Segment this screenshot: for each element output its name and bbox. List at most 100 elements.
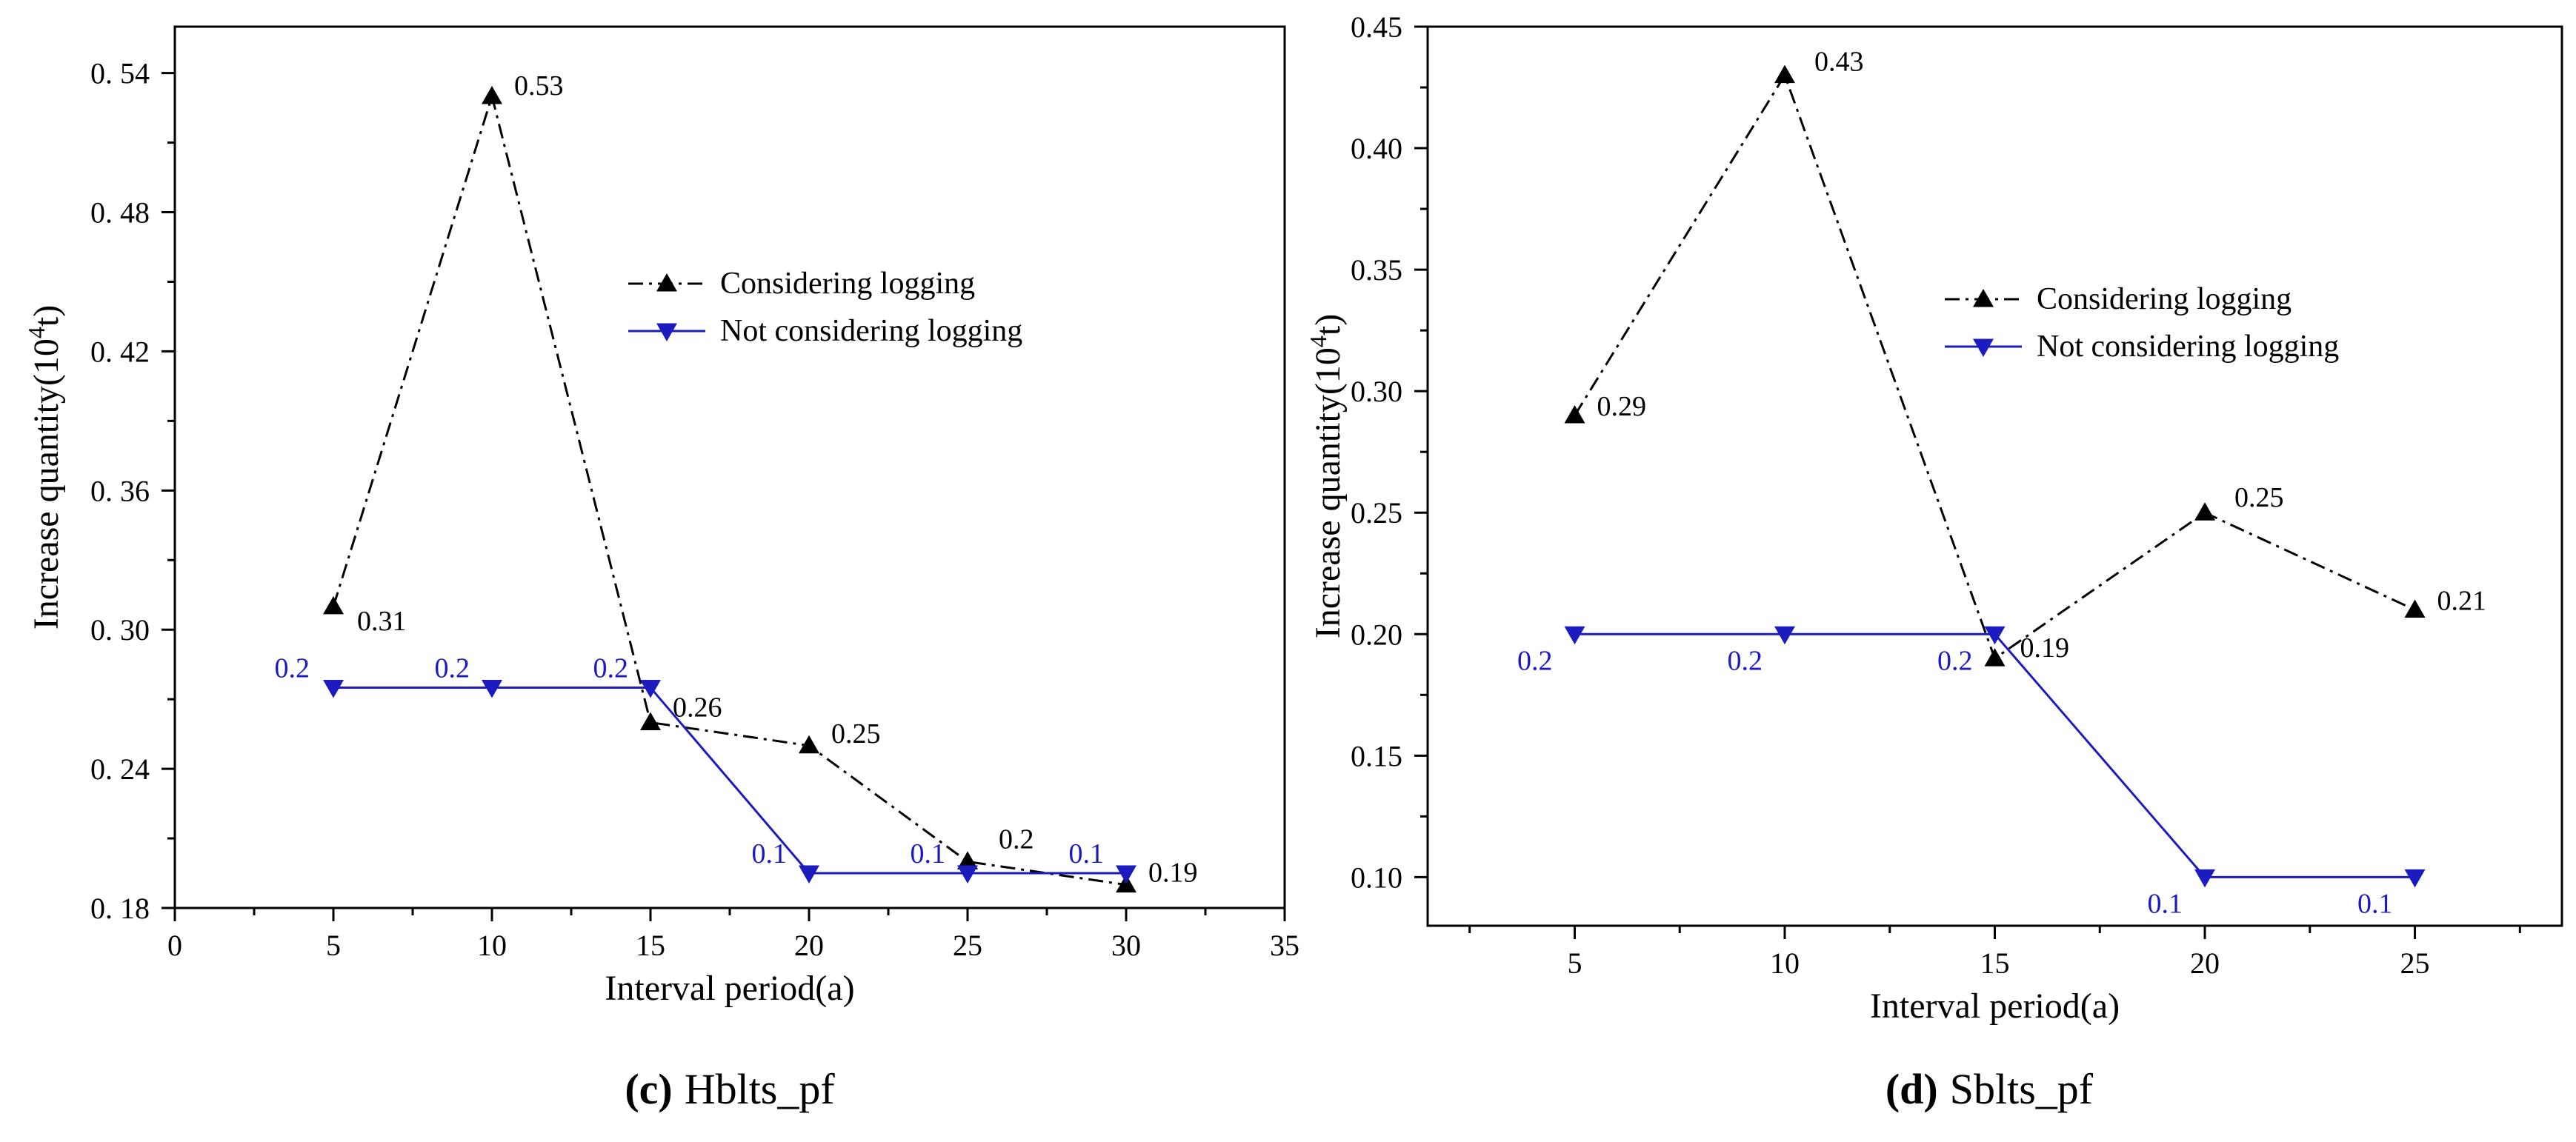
y-tick-label: 0.20: [1351, 618, 1402, 651]
series-line-not-considering-logging: [333, 687, 1126, 875]
series-line-considering-logging: [332, 92, 1127, 886]
data-label: 0.2: [593, 653, 629, 684]
x-tick-label: 20: [2190, 946, 2220, 980]
x-axis-title: Interval period(a): [1870, 986, 2120, 1026]
x-tick-label: 35: [1270, 929, 1299, 962]
data-label: 0.1: [2148, 888, 2183, 919]
x-tick-label: 25: [953, 929, 982, 962]
x-tick-label: 25: [2400, 946, 2430, 980]
data-point-marker: [1116, 865, 1136, 884]
y-tick-label: 0.35: [1351, 253, 1402, 287]
x-axis-title: Interval period(a): [605, 969, 854, 1008]
y-tick-label: 0.25: [1351, 496, 1402, 530]
x-tick-label: 20: [794, 929, 824, 962]
plot-frame: [1426, 25, 2563, 927]
data-label: 0.2: [999, 824, 1034, 855]
caption-name: Sblts_pf: [1950, 1065, 2094, 1113]
y-tick-label: 0.15: [1351, 739, 1402, 772]
data-label: 0.1: [2357, 888, 2393, 919]
y-tick-label: 0. 18: [90, 892, 150, 925]
data-point-marker: [2194, 869, 2216, 888]
y-tick-label: 0.40: [1351, 132, 1402, 165]
y-axis-title-main: Increase quantity(10: [27, 338, 66, 630]
x-tick-label: 5: [1567, 946, 1582, 980]
chart-caption: (d) Sblts_pf: [1886, 1065, 2094, 1113]
y-axis-title-end: t): [27, 305, 66, 327]
data-point-marker: [799, 735, 819, 754]
data-label: 0.2: [275, 653, 310, 684]
y-axis-title-main: Increase quantity(10: [1308, 347, 1348, 638]
data-point-marker: [482, 680, 502, 698]
data-point-marker: [1564, 404, 1585, 424]
caption-name: Hblts_pf: [685, 1065, 836, 1113]
legend-marker: [1973, 289, 1994, 307]
data-label: 0.2: [435, 653, 470, 684]
data-label: 0.25: [2234, 482, 2284, 513]
legend-label: Not considering logging: [2037, 330, 2339, 364]
data-label: 0.1: [911, 838, 946, 869]
data-point-marker: [957, 865, 978, 884]
legend-marker: [1973, 338, 1994, 357]
data-label: 0.25: [831, 718, 881, 749]
data-label: 0.43: [1814, 47, 1864, 78]
data-point-marker: [1564, 626, 1585, 645]
plot-frame: [173, 25, 1286, 909]
data-label: 0.19: [2020, 632, 2070, 664]
data-point-marker: [640, 680, 661, 698]
data-label: 0.1: [1069, 838, 1105, 869]
data-label: 0.53: [514, 70, 564, 101]
legend-label: Considering logging: [720, 267, 975, 301]
data-point-marker: [1774, 64, 1795, 84]
legend-label: Not considering logging: [720, 314, 1022, 348]
y-tick-label: 0. 30: [90, 613, 150, 647]
y-tick-label: 0.45: [1351, 10, 1402, 44]
data-point-marker: [799, 865, 819, 884]
series-line-considering-logging: [1574, 73, 2416, 661]
caption-letter: (c): [625, 1065, 672, 1113]
data-label: 0.26: [673, 692, 722, 723]
x-tick-label: 15: [636, 929, 665, 962]
legend-marker: [656, 273, 677, 292]
chart-hblts-pf: 0 5 10 15 20 25 30 35 0. 18 0. 24 0. 30 0. 36 0. 42 0…: [23, 25, 1299, 1113]
legend-label: Considering logging: [2037, 282, 2292, 316]
x-tick-label: 0: [167, 929, 182, 962]
caption-letter: (d): [1886, 1065, 1938, 1113]
data-label: 0.21: [2437, 585, 2487, 616]
data-label: 0.29: [1597, 391, 1646, 422]
y-tick-label: 0. 48: [90, 196, 150, 230]
y-axis-title-superscript: 4: [23, 327, 50, 338]
series-line-not-considering-logging: [1574, 632, 2415, 878]
data-point-marker: [323, 595, 344, 615]
y-tick-label: 0. 54: [90, 57, 150, 90]
data-label: 0.19: [1148, 858, 1198, 889]
data-label: 0.2: [1517, 645, 1553, 676]
x-tick-label: 30: [1111, 929, 1141, 962]
y-tick-label: 0.10: [1351, 861, 1402, 894]
y-tick-label: 0.30: [1351, 375, 1402, 408]
x-tick-label: 10: [1770, 946, 1800, 980]
data-point-marker: [1984, 648, 2006, 667]
data-point-marker: [640, 712, 661, 730]
y-axis-title-superscript: 4: [1305, 335, 1331, 347]
y-tick-label: 0. 42: [90, 335, 150, 368]
y-tick-label: 0. 24: [90, 752, 150, 786]
data-label: 0.2: [1937, 645, 1973, 676]
data-point-marker: [323, 680, 344, 698]
x-tick-label: 10: [477, 929, 507, 962]
legend-marker: [656, 323, 677, 341]
y-axis-title: Increase quantity(104t): [1305, 314, 1348, 639]
chart-caption: (c) Hblts_pf: [625, 1065, 835, 1113]
chart-sblts-pf: 5 10 15 20 25 0.10 0.15 0.20 0.25 0.30 0.35 0.40 0.4…: [1305, 10, 2563, 1113]
data-label: 0.1: [752, 838, 788, 869]
y-axis-title-end: t): [1308, 314, 1348, 335]
data-point-marker: [1984, 626, 2006, 645]
y-axis-title: Increase quantity(104t): [23, 305, 66, 630]
data-label: 0.31: [357, 606, 407, 637]
x-tick-label: 15: [1980, 946, 2010, 980]
y-tick-label: 0. 36: [90, 474, 150, 507]
data-point-marker: [1774, 626, 1795, 645]
x-tick-label: 5: [326, 929, 341, 962]
data-point-marker: [2404, 869, 2426, 888]
data-point-marker: [2404, 599, 2426, 618]
